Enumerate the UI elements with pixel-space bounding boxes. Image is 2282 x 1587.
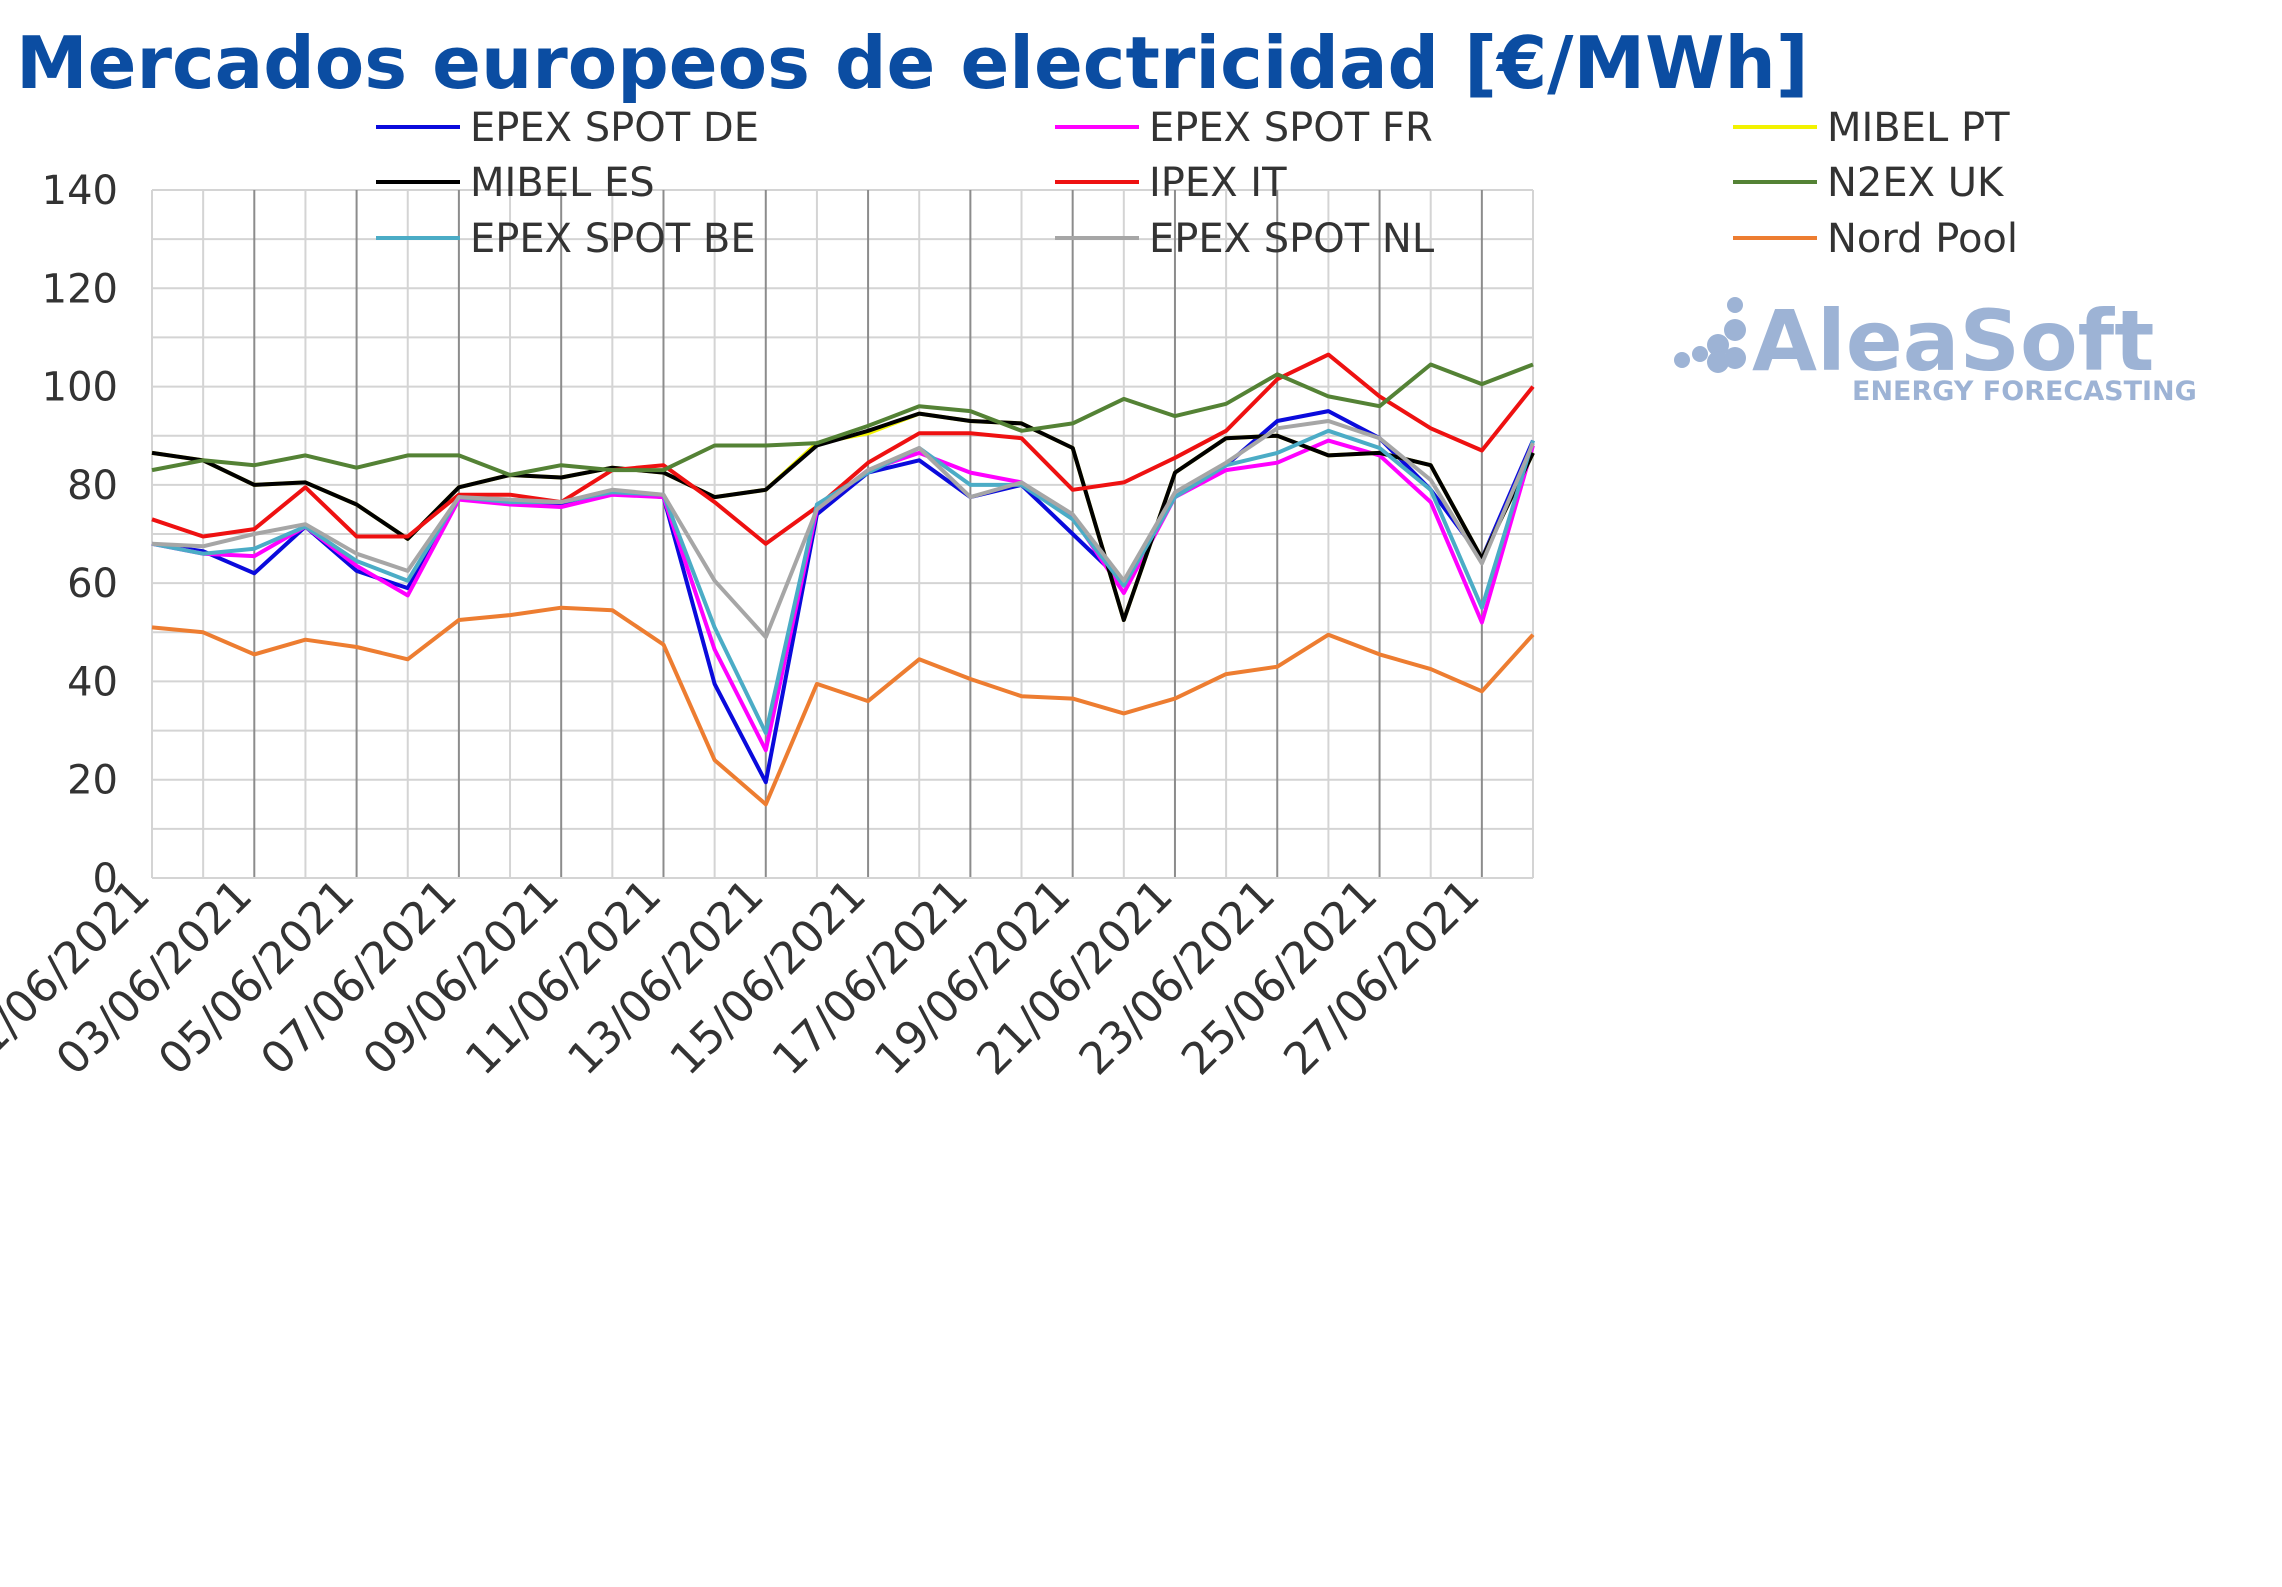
grid — [151, 189, 1534, 879]
y-tick-label: 100 — [42, 365, 118, 411]
aleasoft-watermark: AleaSoft ENERGY FORECASTING — [1674, 292, 2197, 407]
aleasoft-logo-dots — [1674, 297, 1746, 373]
legend-label-epex-spot-be: EPEX SPOT BE — [470, 216, 756, 262]
legend-label-ipex-it: IPEX IT — [1149, 160, 1287, 206]
series-line-mibel-es — [151, 411, 1535, 622]
watermark-tagline: ENERGY FORECASTING — [1852, 376, 2197, 407]
y-tick-label: 80 — [67, 463, 118, 509]
legend: EPEX SPOT DE EPEX SPOT FR MIBEL PT MIBEL ES… — [376, 105, 2018, 262]
y-axis: 0 20 40 60 80 100 120 140 — [42, 168, 118, 902]
legend-label-nord-pool: Nord Pool — [1827, 216, 2018, 262]
series-line-mibel-pt — [151, 411, 1535, 622]
series-line-epex-spot-be — [151, 428, 1535, 735]
y-tick-label: 0 — [93, 856, 118, 902]
y-tick-label: 20 — [67, 758, 118, 804]
legend-label-epex-spot-fr: EPEX SPOT FR — [1149, 105, 1433, 151]
x-axis: 01/06/202103/06/202105/06/202107/06/2021… — [0, 870, 1490, 1085]
legend-label-mibel-pt: MIBEL PT — [1827, 105, 2010, 151]
y-tick-label: 140 — [42, 168, 118, 214]
legend-label-epex-spot-nl: EPEX SPOT NL — [1149, 216, 1435, 262]
series-line-nord-pool — [151, 605, 1535, 807]
watermark-brand: AleaSoft — [1752, 292, 2154, 390]
series-layer — [151, 352, 1535, 807]
legend-label-n2ex-uk: N2EX UK — [1827, 160, 2005, 206]
series-line-n2ex-uk — [151, 362, 1534, 477]
y-tick-label: 60 — [67, 561, 118, 607]
y-tick-label: 40 — [67, 659, 118, 705]
chart-title: Mercados europeos de electricidad [€/MWh… — [16, 21, 1809, 105]
series-line-epex-spot-nl — [151, 419, 1535, 640]
series-line-ipex-it — [151, 352, 1535, 546]
y-tick-label: 120 — [42, 266, 118, 312]
legend-label-epex-spot-de: EPEX SPOT DE — [470, 105, 759, 151]
legend-label-mibel-es: MIBEL ES — [470, 160, 655, 206]
